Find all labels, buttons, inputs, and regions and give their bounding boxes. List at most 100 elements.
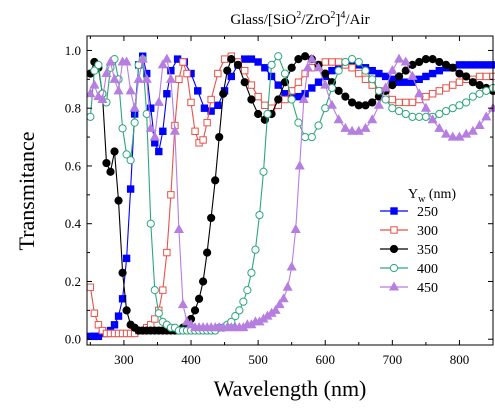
data-point-250: [314, 78, 323, 86]
data-point-300: [187, 98, 195, 107]
data-point-250: [422, 72, 430, 81]
data-point-450: [169, 125, 180, 135]
data-point-350: [190, 306, 200, 315]
data-point-400: [247, 268, 256, 277]
data-point-450: [153, 96, 164, 106]
data-point-250: [163, 90, 171, 98]
data-point-300: [428, 90, 437, 98]
data-point-350: [223, 66, 232, 75]
data-point-250: [489, 61, 495, 69]
data-point-400: [314, 121, 323, 130]
data-point-450: [161, 53, 172, 63]
data-point-350: [468, 78, 477, 87]
data-point-350: [462, 72, 471, 81]
data-point-450: [97, 94, 108, 104]
data-point-300: [348, 64, 356, 72]
data-point-250: [114, 312, 123, 320]
data-point-250: [375, 69, 383, 78]
data-point-300: [90, 309, 99, 317]
data-point-400: [341, 57, 350, 67]
data-point-300: [254, 92, 262, 101]
data-point-400: [354, 57, 363, 67]
x-tick-label: 300: [114, 352, 134, 367]
data-point-400: [287, 95, 296, 104]
series-450: [87, 53, 495, 332]
data-point-350: [347, 98, 357, 107]
data-point-400: [130, 118, 139, 127]
data-point-450: [302, 62, 313, 72]
data-point-400: [468, 92, 477, 101]
data-point-450: [353, 125, 364, 135]
data-point-450: [149, 131, 160, 141]
data-point-400: [401, 109, 410, 119]
legend-item-450: 450: [380, 281, 438, 296]
data-point-250: [151, 139, 159, 147]
data-point-300: [151, 315, 159, 323]
data-point-400: [441, 106, 451, 116]
data-point-450: [340, 122, 351, 132]
data-point-300: [489, 72, 495, 81]
data-point-450: [294, 160, 305, 170]
data-point-250: [381, 72, 390, 81]
legend-marker: [390, 207, 398, 215]
data-point-450: [474, 120, 485, 130]
data-point-450: [121, 56, 132, 66]
data-point-450: [373, 99, 384, 109]
data-point-450: [89, 79, 100, 89]
data-point-400: [150, 286, 159, 295]
data-point-450: [274, 299, 285, 309]
data-point-300: [328, 58, 336, 66]
data-point-250: [267, 72, 276, 81]
data-point-350: [194, 294, 204, 303]
data-point-250: [402, 78, 410, 86]
data-point-400: [334, 66, 343, 75]
data-point-350: [122, 306, 131, 315]
data-point-350: [415, 57, 424, 67]
data-point-400: [90, 66, 99, 75]
data-point-350: [274, 95, 283, 104]
chart-title: Glass/[SiO2/ZrO2]4/Air: [230, 10, 369, 28]
data-point-250: [200, 104, 209, 112]
data-point-450: [165, 73, 176, 83]
series-layer: [87, 52, 495, 341]
data-point-400: [455, 101, 464, 110]
x-tick-label: 600: [315, 352, 335, 367]
data-point-300: [355, 69, 363, 78]
data-point-300: [94, 321, 103, 329]
data-point-450: [320, 79, 331, 89]
data-point-400: [435, 109, 444, 119]
data-point-400: [388, 104, 397, 113]
data-point-300: [261, 101, 269, 110]
data-point-300: [159, 286, 167, 294]
data-point-400: [263, 109, 272, 119]
data-point-350: [118, 268, 127, 277]
data-point-350: [361, 101, 370, 110]
data-point-350: [455, 69, 464, 78]
data-point-450: [440, 128, 452, 138]
legend-marker: [390, 226, 398, 234]
legend-item-350: 350: [380, 243, 438, 258]
data-point-450: [270, 304, 281, 314]
data-point-400: [368, 75, 377, 84]
data-point-450: [101, 68, 112, 78]
data-point-300: [214, 69, 222, 78]
data-point-450: [278, 293, 289, 303]
data-point-400: [381, 95, 390, 104]
data-point-400: [251, 245, 260, 254]
data-point-300: [408, 98, 417, 107]
data-point-400: [482, 86, 491, 95]
data-point-400: [255, 210, 264, 220]
data-point-450: [133, 73, 144, 83]
data-point-450: [286, 261, 297, 271]
data-point-250: [147, 104, 155, 112]
data-point-350: [227, 55, 236, 64]
data-point-250: [110, 321, 119, 329]
data-point-300: [199, 136, 207, 144]
data-point-450: [157, 59, 168, 69]
data-point-300: [361, 75, 370, 84]
data-point-400: [488, 83, 495, 93]
legend-marker: [388, 281, 400, 291]
data-point-300: [475, 72, 484, 81]
data-point-300: [435, 87, 444, 95]
data-point-250: [126, 185, 135, 193]
